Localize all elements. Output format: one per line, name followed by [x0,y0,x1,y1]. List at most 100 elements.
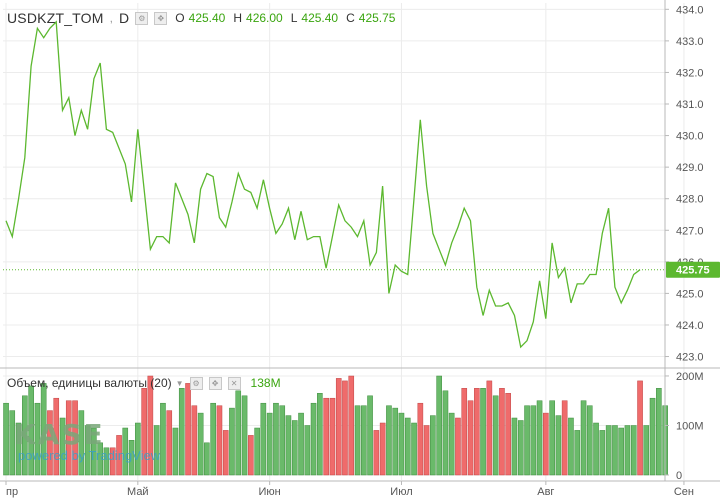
volume-legend: Объем, единицы валюты (20) ▼ ⚙ ✥ ✕ 138M [7,376,281,390]
volume-bar [147,375,154,476]
volume-bar [34,402,41,476]
low-label: L [290,11,298,25]
volume-bar [536,400,543,476]
volume-bar [467,400,474,476]
volume-bar [524,405,530,476]
price-tick-label: 432.0 [676,67,704,79]
volume-bar [323,397,329,476]
volume-bar [593,422,599,476]
price-tick-label: 425.0 [676,288,704,300]
volume-bar [317,393,323,476]
volume-bar [555,415,562,476]
volume-bar [72,400,78,476]
volume-bar [28,385,34,476]
time-axis[interactable]: пр Май Июн Июл Авг Сен [5,481,694,498]
volume-bar [455,417,461,476]
volume-bar [448,412,455,476]
price-tick-label: 433.0 [676,36,704,48]
volume-bar [59,417,66,476]
volume-bar [580,400,587,476]
volume-bar [241,395,248,476]
volume-bar [618,427,624,476]
volume-bar [442,390,449,476]
volume-bar [486,380,493,476]
time-tick-label: Май [127,486,149,498]
volume-bar [273,402,279,476]
volume-bar [254,427,260,476]
expand-icon[interactable]: ✥ [208,376,222,390]
volume-bar [379,422,386,476]
volume-bar [561,400,568,476]
volume-bar [3,402,9,476]
price-tick-label: 424.0 [676,320,704,332]
settings-icon[interactable]: ⚙ [189,376,203,390]
volume-bar [367,395,373,476]
volume-bar [210,402,216,476]
close-icon[interactable]: ✕ [227,376,241,390]
volume-tick-label: 0 [676,470,682,482]
expand-icon[interactable]: ✥ [154,11,168,25]
volume-bar [329,397,336,476]
open-value: 425.40 [188,11,226,25]
volume-bar [342,380,348,476]
volume-label[interactable]: Объем, единицы валюты (20) [7,376,172,390]
symbol-name[interactable]: USDKZT_TOM [7,10,104,26]
open-label: O [175,11,185,25]
volume-bar [266,412,273,476]
volume-bar [103,447,110,476]
chevron-down-icon[interactable]: ▼ [175,378,184,388]
volume-bar [222,430,229,476]
volume-bar [116,435,122,476]
price-tick-label: 429.0 [676,162,704,174]
volume-bar [40,383,47,476]
volume-bar [543,412,549,476]
last-price-text: 425.75 [676,265,710,277]
volume-bar [84,425,91,476]
high-value: 426.00 [246,11,283,25]
volume-bar [135,422,141,476]
volume-series [3,375,668,476]
logo-text: KASE [14,418,105,451]
volume-bar [511,417,518,476]
volume-bar [480,388,486,476]
volume-axis[interactable]: 0 100M 200M [665,371,704,482]
interval-label[interactable]: D [118,10,130,26]
volume-bar [398,412,405,476]
last-price-box [666,261,720,278]
volume-bar [499,388,505,476]
volume-bar [15,422,22,476]
volume-bar [386,405,392,476]
volume-bar [474,388,480,476]
volume-bar [47,410,53,476]
volume-bar [285,415,292,476]
volume-bar [599,430,606,476]
time-tick-label: Авг [537,486,554,498]
volume-bar [574,430,581,476]
volume-bar [492,395,499,476]
volume-bar [298,412,304,476]
volume-bar [461,388,468,476]
volume-bar [153,425,160,476]
price-tick-label: 428.0 [676,194,704,206]
volume-bar [216,405,223,476]
price-tick-label: 431.0 [676,99,704,111]
price-tick-label: 434.0 [676,4,704,16]
volume-bar [78,410,85,476]
settings-icon[interactable]: ⚙ [135,11,149,25]
symbol-legend: USDKZT_TOM , D ⚙ ✥ O 425.40 H 426.00 L 4… [7,10,395,26]
volume-value: 138M [250,376,281,390]
price-tick-label: 430.0 [676,131,704,143]
powered-by-link[interactable]: powered by TradingView [18,448,161,463]
close-value: 425.75 [358,11,396,25]
volume-bar [160,402,166,476]
price-line [5,20,641,349]
volume-bar [166,410,173,476]
volume-bar [128,440,135,476]
volume-bar [191,405,198,476]
volume-bar [630,425,637,476]
volume-bar [291,420,298,476]
volume-bar [22,395,28,476]
legend-separator: , [109,11,113,25]
volume-bar [122,427,129,476]
